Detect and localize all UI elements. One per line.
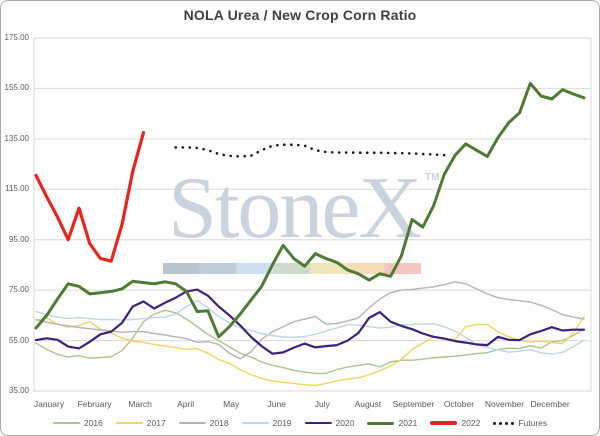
legend-label: 2022 [461, 418, 481, 428]
legend-label: 2016 [83, 418, 103, 428]
legend-item-2018: 2018 [178, 418, 229, 428]
legend-item-2017: 2017 [115, 418, 166, 428]
legend-line-sample [115, 422, 143, 424]
y-axis-tick-label: 55.00 [8, 335, 29, 345]
legend-line-sample [430, 421, 458, 425]
watermark-strip-segment [199, 263, 237, 274]
legend-line-sample [304, 421, 332, 425]
legend-label: 2021 [398, 418, 418, 428]
legend-dotted-sample [493, 421, 515, 425]
legend-line-sample [367, 421, 395, 425]
legend-item-futures: Futures [493, 418, 547, 428]
legend-label: 2019 [272, 418, 292, 428]
y-axis-tick-label: 95.00 [8, 234, 29, 244]
watermark-strip-segment [273, 263, 311, 274]
series-line-futures [174, 143, 446, 158]
series-line-2018 [35, 281, 585, 360]
legend-label: 2017 [146, 418, 166, 428]
legend-label: 2020 [335, 418, 355, 428]
plot-border [33, 37, 592, 392]
series-line-2020 [34, 288, 586, 355]
x-axis-month-label: September [392, 399, 435, 409]
x-axis-month-label: March [128, 399, 152, 409]
x-axis-month-label: July [314, 399, 330, 409]
legend-dot [499, 421, 503, 425]
watermark-strip-segment [384, 263, 421, 274]
legend-line-sample [241, 422, 269, 424]
legend-dot [511, 421, 515, 425]
x-axis-month-label: October [443, 399, 475, 409]
y-axis-tick-label: 155.00 [4, 83, 29, 93]
y-axis-tick-label: 75.00 [8, 285, 29, 295]
legend-item-2021: 2021 [367, 418, 417, 428]
legend-item-2022: 2022 [430, 418, 480, 428]
series-line-2022 [34, 131, 146, 263]
chart-title: NOLA Urea / New Crop Corn Ratio [183, 7, 417, 23]
series-line-2021 [34, 81, 586, 339]
x-axis-month-label: December [530, 399, 570, 409]
watermark-logo: StoneX [168, 160, 420, 257]
chart-legend: 2016 2017 2018 2019 2020 2021 2022 Futures [1, 418, 599, 428]
y-axis-tick-label: 115.00 [5, 184, 29, 194]
y-axis-tick-label: 35.00 [8, 386, 29, 395]
legend-item-2016: 2016 [52, 418, 103, 428]
y-axis-tick-label: 135.00 [4, 133, 29, 143]
x-axis-month-label: June [267, 399, 286, 409]
series-line-2016 [35, 309, 585, 375]
x-axis-month-label: November [484, 399, 525, 409]
watermark-strip-segment [347, 263, 385, 274]
legend-item-2020: 2020 [304, 418, 355, 428]
x-axis-month-label: August [354, 399, 382, 409]
legend-label: 2018 [209, 418, 229, 428]
series-line-2019 [35, 299, 585, 355]
legend-line-sample [178, 422, 206, 424]
legend-dot [493, 421, 497, 425]
legend-line-sample [52, 422, 80, 424]
y-axis-tick-label: 175.00 [4, 33, 29, 42]
watermark-tm: TM [425, 172, 439, 183]
x-axis-month-label: April [177, 399, 195, 409]
x-axis-month-label: February [77, 399, 112, 409]
legend-item-2019: 2019 [241, 418, 292, 428]
x-axis-month-label: May [223, 399, 240, 409]
x-axis-month-label: January [33, 399, 65, 409]
legend-dot [505, 421, 509, 425]
watermark-strip-segment [310, 263, 348, 274]
legend-label: Futures [518, 418, 548, 428]
watermark-strip-segment [163, 263, 200, 274]
series-line-2017 [35, 315, 585, 387]
watermark-strip-segment [236, 263, 274, 274]
